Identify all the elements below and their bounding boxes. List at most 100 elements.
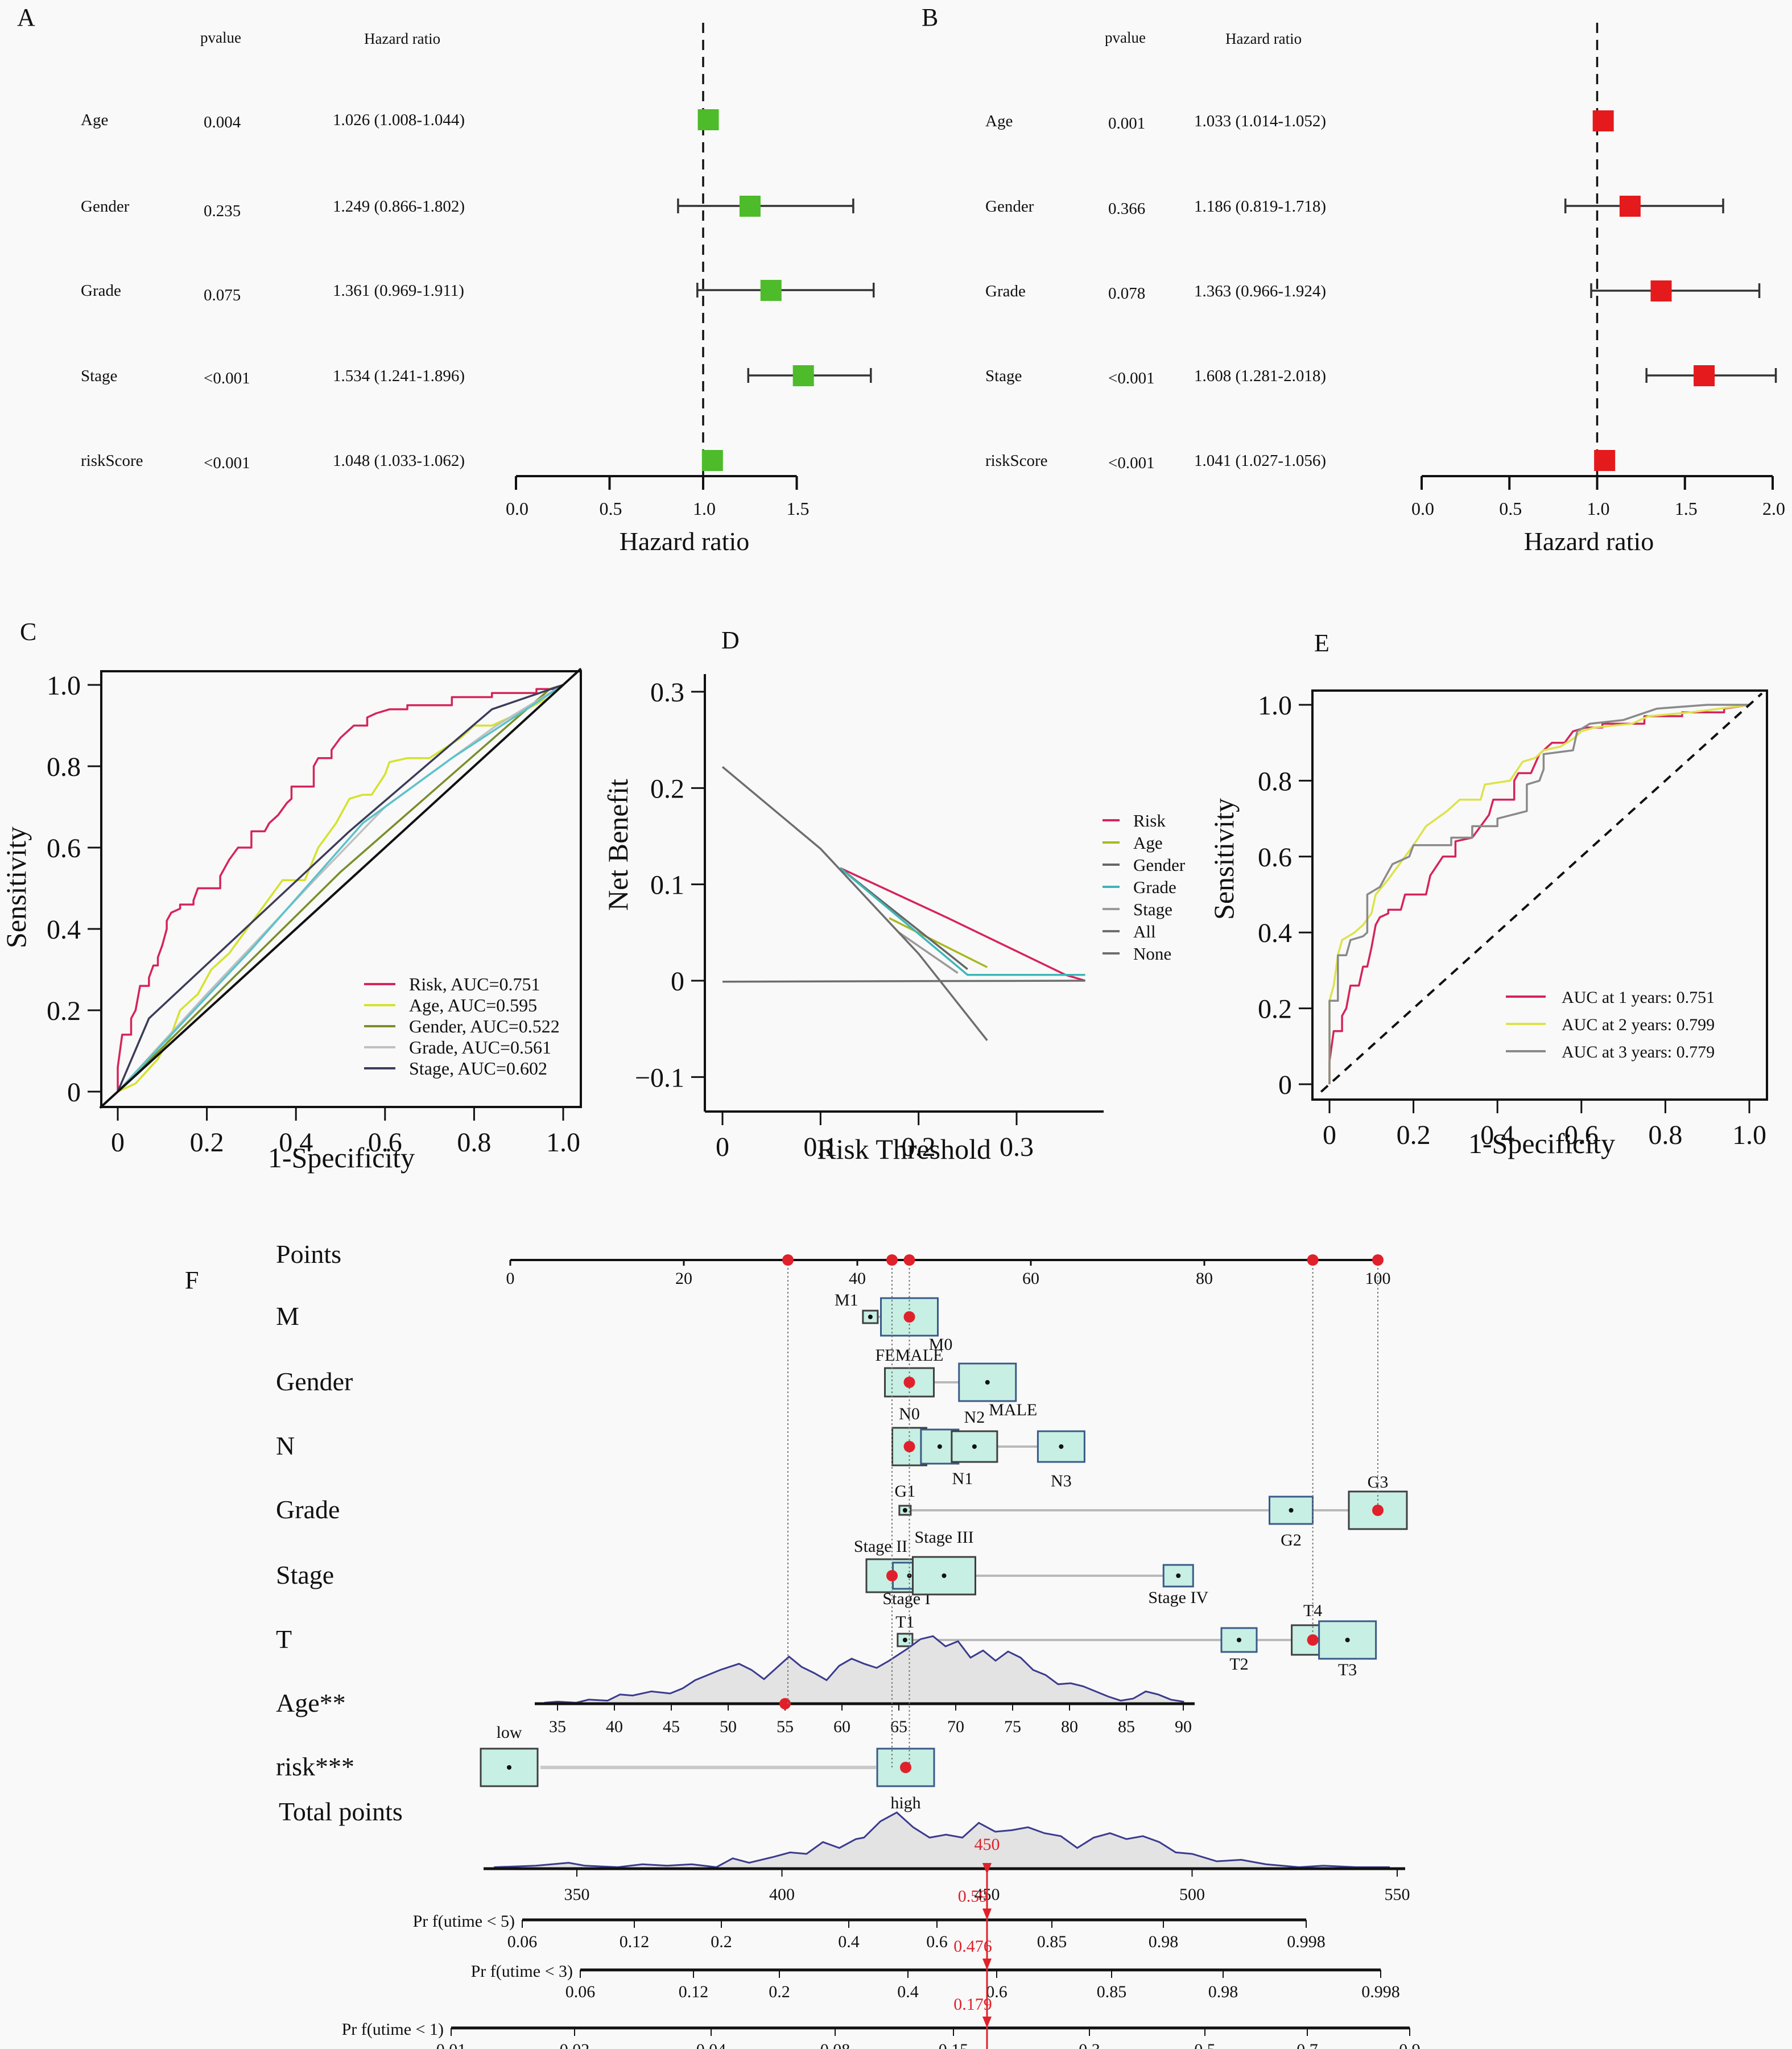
level-center-dot (507, 1765, 511, 1770)
level-label: high (890, 1794, 920, 1812)
row-label-gender: Gender (985, 197, 1034, 216)
level-center-dot (1059, 1444, 1064, 1449)
y-tick-label: 0.2 (1258, 994, 1292, 1024)
x-tick-label: 0.1 (803, 1132, 837, 1162)
x-tick-label: 0.0 (506, 498, 528, 519)
probability-tick-label: 0.5 (1194, 2040, 1216, 2049)
x-tick-label: 1.0 (1732, 1120, 1766, 1150)
row-hazard-ratio: 1.026 (1.008-1.044) (333, 111, 465, 129)
level-label: N2 (964, 1408, 985, 1427)
level-center-dot (868, 1315, 873, 1319)
series-line-all (721, 766, 988, 1042)
level-selected-marker (1372, 1505, 1384, 1516)
y-tick-label: −0.1 (635, 1063, 684, 1093)
level-label: G2 (1281, 1531, 1302, 1550)
probability-axis-label: Pr f(utime < 1) (342, 2020, 444, 2039)
series-line-auc-at-2-years (1328, 704, 1750, 1084)
probability-tick-label: 0.85 (1037, 1932, 1067, 1951)
level-center-dot (1345, 1638, 1350, 1642)
hazard-ratio-marker (1619, 196, 1641, 217)
hazard-ratio-marker (1694, 365, 1715, 386)
points-selected-marker (1307, 1254, 1319, 1266)
x-tick-label: 0.2 (1397, 1120, 1431, 1150)
series-line-diagonal (99, 667, 582, 1109)
points-tick-label: 0 (506, 1269, 515, 1288)
age-tick-label: 40 (606, 1717, 623, 1736)
y-tick-label: 0.1 (650, 870, 684, 900)
probability-tick-label: 0.998 (1287, 1932, 1326, 1951)
probability-tick-label: 0.12 (679, 1982, 709, 2001)
row-hazard-ratio: 1.033 (1.014-1.052) (1194, 112, 1326, 130)
level-center-dot (1237, 1638, 1241, 1642)
age-tick-label: 55 (777, 1717, 794, 1736)
total-points-tick-label: 350 (564, 1885, 590, 1904)
row-pvalue: 0.004 (204, 113, 241, 131)
y-tick-label: 0.4 (47, 915, 81, 945)
y-tick-label: 0.2 (47, 996, 81, 1026)
row-hazard-ratio: 1.186 (0.819-1.718) (1194, 197, 1326, 216)
legend-label: Grade (1133, 877, 1176, 897)
probability-tick-label: 0.06 (565, 1982, 596, 2001)
probability-selected-value: 0.59 (958, 1887, 988, 1906)
x-tick-label: 0.4 (1480, 1120, 1514, 1150)
roc-plot-c: 0 0.2 0.4 0.6 0.8 1.0 0 0.2 0.4 0.6 0.8 1.0 1-Specif… (0, 667, 582, 1174)
probability-tick-label: 0.6 (926, 1932, 948, 1951)
risk-selected-marker (900, 1762, 911, 1773)
points-selected-marker (1372, 1254, 1384, 1266)
variable-label-m: M (276, 1302, 299, 1331)
legend-label: Stage, AUC=0.602 (409, 1058, 547, 1079)
probability-tick-label: 0.98 (1208, 1982, 1238, 2001)
level-center-dot (942, 1573, 947, 1578)
level-selected-marker (903, 1441, 915, 1452)
probability-tick-label: 0.7 (1296, 2040, 1318, 2049)
probability-tick-label: 0.2 (769, 1982, 790, 2001)
y-tick-label: 1.0 (47, 671, 81, 701)
x-tick-label: 1.5 (1675, 498, 1698, 519)
x-axis-title: Risk Threshold (817, 1133, 991, 1165)
total-points-selected-value: 450 (975, 1835, 1000, 1854)
hazard-ratio-marker (760, 280, 782, 301)
y-tick-label: 0.4 (1258, 918, 1292, 948)
total-points-tick-label: 400 (769, 1885, 795, 1904)
y-axis-title: Sensitivity (0, 827, 32, 948)
row-label-stage: Stage (985, 367, 1022, 385)
y-tick-label: 0.8 (47, 752, 81, 782)
row-hazard-ratio: 1.249 (0.866-1.802) (333, 197, 465, 216)
probability-tick-label: 0.2 (711, 1932, 732, 1951)
row-label-stage: Stage (81, 367, 117, 385)
row-label-age: Age (985, 112, 1013, 130)
series-line-auc-at-1-years (1328, 704, 1750, 1084)
x-tick-label: 0.5 (1499, 498, 1522, 519)
y-tick-label: 1.0 (1258, 691, 1292, 721)
row-hazard-ratio: 1.363 (0.966-1.924) (1194, 282, 1326, 300)
series-line-risk (117, 684, 564, 1092)
y-tick-label: 0.6 (47, 833, 81, 864)
row-hazard-ratio: 1.608 (1.281-2.018) (1194, 367, 1326, 385)
x-axis-title: Hazard ratio (1524, 527, 1654, 556)
age-selected-marker (779, 1698, 791, 1709)
probability-tick-label: 0.98 (1149, 1932, 1179, 1951)
x-tick-label: 0 (111, 1127, 125, 1158)
level-selected-marker (903, 1311, 915, 1323)
points-selected-marker (886, 1254, 898, 1266)
row-label-gender: Gender (81, 197, 130, 216)
legend-label: Stage (1133, 899, 1172, 919)
x-tick-label: 1.5 (787, 498, 810, 519)
x-tick-label: 1.0 (1587, 498, 1610, 519)
level-center-dot (902, 1508, 907, 1513)
row-hazard-ratio: 1.361 (0.969-1.911) (333, 282, 464, 300)
x-tick-label: 0.2 (190, 1127, 224, 1158)
hazard-ratio-header: Hazard ratio (1225, 30, 1302, 47)
probability-tick-label: 0.3 (1079, 2040, 1100, 2049)
age-tick-label: 70 (947, 1717, 964, 1736)
legend-label: All (1133, 922, 1156, 941)
row-pvalue: 0.001 (1108, 114, 1145, 133)
probability-axis-label: Pr f(utime < 3) (471, 1962, 573, 1981)
level-label: N3 (1051, 1472, 1072, 1490)
roc-plot-e: 0 0.2 0.4 0.6 0.8 1.0 0 0.2 0.4 0.6 0.8 1.0 1-Specif… (1208, 689, 1768, 1159)
y-tick-label: 0.3 (650, 678, 684, 708)
legend-label: Risk, AUC=0.751 (409, 974, 540, 994)
hazard-ratio-marker (697, 109, 719, 130)
x-tick-label: 0.3 (1000, 1132, 1034, 1162)
age-tick-label: 90 (1175, 1717, 1192, 1736)
